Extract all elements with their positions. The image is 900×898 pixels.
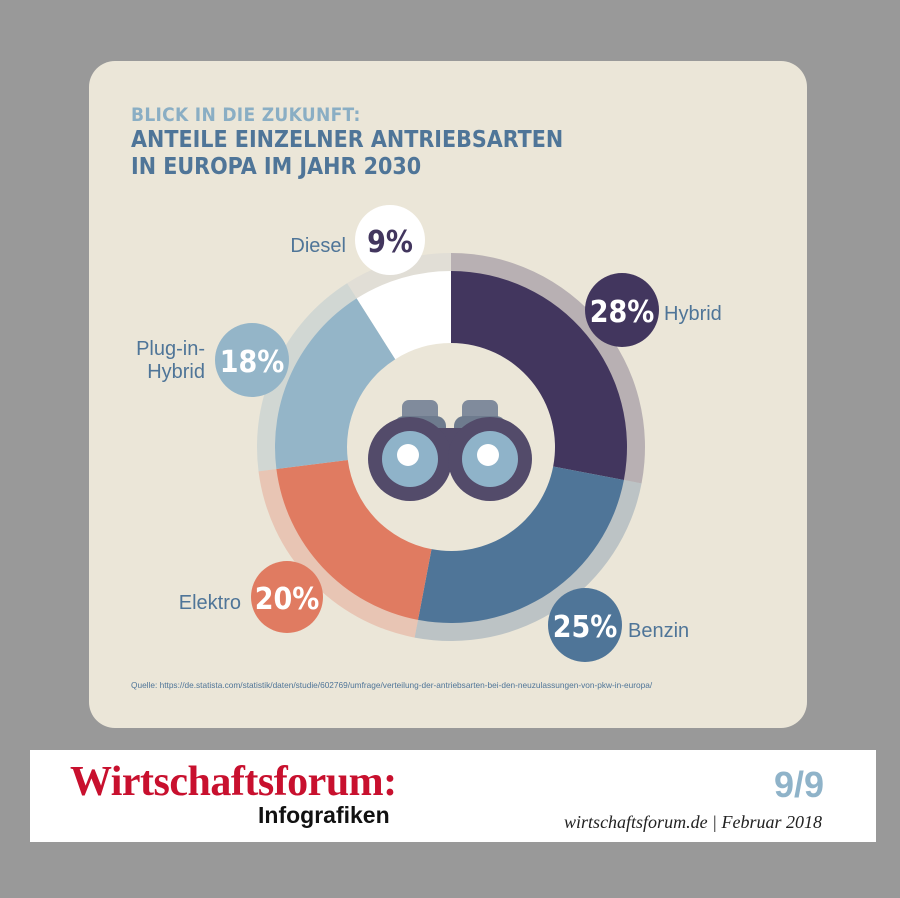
value-label-benzin: 25% [553,610,618,645]
badge-elektro [251,561,323,633]
value-label-hybrid: 28% [590,295,655,330]
category-label-plug-in-hybrid-line-1: Plug-in- [136,338,205,360]
chart-kicker: Blick in die Zukunft: [131,104,361,126]
chart-title: Anteile einzelner Antriebsarten in Europ… [131,127,564,181]
publication-info: wirtschaftsforum.de | Februar 2018 [564,812,822,832]
badge-plug-in-hybrid [215,323,289,397]
badge-diesel [355,205,425,275]
slice-hybrid: 28% Hybrid [585,273,722,347]
donut-slice-hybrid [451,271,628,480]
brand-logo-text: Wirtschaftsforum: [70,759,397,805]
chart-title-line-2: in Europa im Jahr 2030 [131,154,422,180]
donut-slice-layer [274,271,628,623]
value-label-elektro: 20% [255,582,320,617]
category-label-diesel: Diesel [290,235,346,257]
slice-elektro: 20% Elektro [179,561,323,633]
category-label-benzin: Benzin [628,620,689,642]
badge-hybrid [585,273,659,347]
footer-banner: Wirtschaftsforum: Infografiken 9/9 wirts… [30,750,876,842]
badge-benzin [548,588,622,662]
value-label-plug-in-hybrid: 18% [220,345,285,380]
slice-diesel: 9% Diesel [290,205,425,275]
donut-slice-benzin [418,466,624,623]
brand-subtitle: Infografiken [258,802,390,828]
donut-slice-diesel [356,271,451,360]
donut-halo-elektro [258,468,419,638]
slice-plug-in-hybrid: 18% Plug-in- Hybrid [136,323,289,397]
donut-slice-plug-in-hybrid [274,298,396,470]
slice-benzin: 25% Benzin [548,588,689,662]
page-number: 9/9 [773,764,824,805]
chart-title-line-1: Anteile einzelner Antriebsarten [131,127,564,153]
category-label-elektro: Elektro [179,592,241,614]
value-label-diesel: 9% [367,225,413,260]
category-label-hybrid: Hybrid [664,303,722,325]
source-note: Quelle: https://de.statista.com/statisti… [131,680,653,690]
donut-slice-elektro [276,460,432,620]
category-label-plug-in-hybrid-line-2: Hybrid [147,361,205,383]
binoculars-icon [368,400,532,501]
